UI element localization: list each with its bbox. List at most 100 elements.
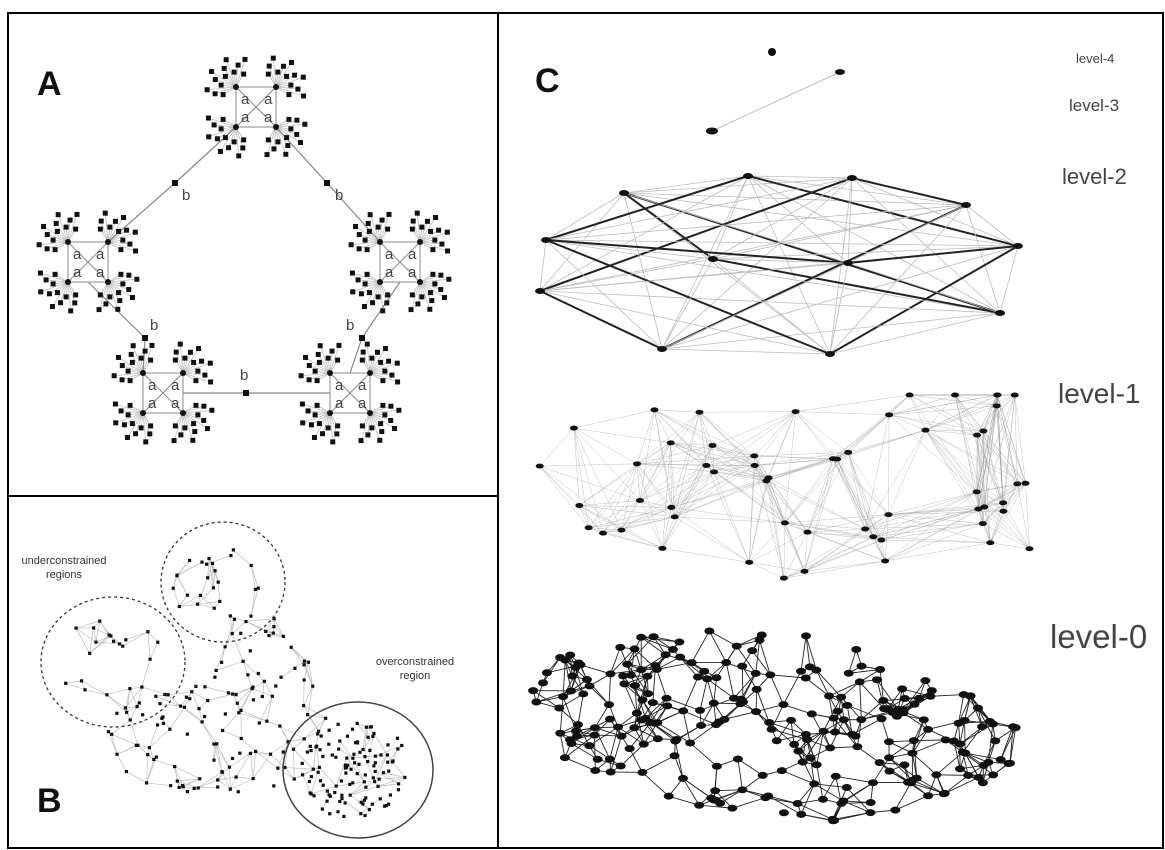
mesh-edge bbox=[161, 718, 171, 730]
leaf-edge bbox=[43, 226, 69, 243]
mesh-edge bbox=[341, 798, 362, 814]
mesh-edge bbox=[236, 776, 254, 779]
mesh-node bbox=[348, 782, 352, 786]
level-1-edge bbox=[637, 463, 707, 466]
mesh-node bbox=[336, 722, 340, 726]
mesh-edge bbox=[387, 745, 403, 763]
leaf-edge bbox=[369, 412, 381, 441]
leaf-node bbox=[382, 368, 388, 374]
leaf-edge bbox=[67, 214, 78, 243]
mesh-node bbox=[253, 587, 258, 591]
hub-label: a bbox=[385, 246, 394, 263]
level-2-node bbox=[619, 190, 629, 196]
level-1-edge bbox=[712, 411, 796, 446]
mesh-node bbox=[230, 756, 235, 761]
leaf-node bbox=[44, 246, 50, 252]
level-0-node bbox=[554, 704, 565, 712]
level-0-edge bbox=[912, 719, 925, 754]
mesh-node bbox=[336, 810, 340, 814]
mesh-edge bbox=[207, 693, 233, 701]
panel-b: underconstrained regions overconstrained… bbox=[21, 521, 454, 839]
leaf-edge bbox=[235, 59, 246, 88]
leaf-edge bbox=[107, 241, 130, 245]
leaf-node bbox=[133, 431, 139, 437]
leaf-edge bbox=[419, 229, 439, 243]
level-1-edge bbox=[990, 483, 1026, 543]
leaf-node bbox=[204, 426, 210, 432]
level-0-node bbox=[704, 627, 715, 635]
leaf-edge bbox=[211, 71, 237, 88]
level-0-node bbox=[670, 737, 681, 745]
hub-node bbox=[417, 239, 423, 245]
level-1-edge bbox=[713, 455, 755, 473]
level-2-edge bbox=[661, 312, 1001, 350]
leaf-node bbox=[424, 218, 430, 224]
level-1-edge bbox=[955, 394, 997, 407]
level-2-node bbox=[847, 175, 857, 181]
mesh-node bbox=[386, 743, 390, 747]
level-0-node bbox=[663, 792, 674, 800]
level-1-edge bbox=[766, 480, 808, 533]
leaf-node bbox=[74, 211, 80, 217]
mesh-node bbox=[373, 769, 377, 774]
level-1-edge bbox=[836, 394, 910, 460]
level-1-edge bbox=[674, 465, 755, 518]
level-0-edge bbox=[641, 636, 680, 643]
level-4-node bbox=[768, 48, 776, 56]
level-1-edge bbox=[889, 414, 984, 432]
mesh-node bbox=[364, 796, 368, 800]
level-1-edge bbox=[996, 394, 1015, 407]
hub-edge bbox=[379, 241, 421, 283]
hub-node bbox=[273, 84, 279, 90]
leaf-node bbox=[68, 308, 74, 314]
leaf-edge bbox=[275, 76, 304, 88]
leaf-node bbox=[63, 294, 69, 300]
level-0-edge bbox=[645, 697, 667, 719]
level-1-edge bbox=[909, 394, 978, 436]
level-1-edge bbox=[982, 523, 1030, 549]
leaf-node bbox=[384, 300, 390, 306]
leaf-node bbox=[415, 301, 421, 307]
level-1-edge bbox=[706, 411, 796, 466]
level-2-edge bbox=[712, 258, 1001, 314]
leaf-node bbox=[298, 373, 304, 379]
mesh-node bbox=[300, 761, 304, 766]
level-1-edge bbox=[807, 459, 838, 533]
level-1-edge bbox=[807, 531, 886, 562]
level-1-edge bbox=[654, 409, 671, 443]
level-2-edge bbox=[545, 239, 663, 350]
level-0-edge bbox=[755, 689, 758, 712]
leaf-edge bbox=[352, 272, 381, 283]
level-0-edge bbox=[846, 787, 871, 813]
leaf-node bbox=[364, 341, 370, 347]
mesh-edge bbox=[191, 691, 208, 701]
leaf-node bbox=[428, 290, 434, 296]
level-1-edge bbox=[976, 435, 979, 509]
leaf-node bbox=[107, 224, 113, 230]
mesh-edge bbox=[224, 633, 233, 647]
mesh-edge bbox=[287, 738, 305, 743]
level-0-node bbox=[555, 729, 566, 737]
level-1-edge bbox=[639, 471, 715, 501]
level-0-edge bbox=[770, 674, 806, 679]
leaf-node bbox=[396, 407, 402, 413]
mesh-node bbox=[351, 756, 355, 760]
mesh-node bbox=[309, 775, 313, 779]
level-1-edge bbox=[888, 430, 926, 515]
leaf-node bbox=[286, 92, 292, 98]
level-1-edge bbox=[954, 394, 1018, 484]
level-2-edge bbox=[545, 239, 1019, 247]
mesh-node bbox=[228, 787, 232, 791]
level-1-edge bbox=[713, 471, 750, 563]
level-1-node bbox=[951, 392, 960, 398]
mesh-node bbox=[124, 769, 129, 774]
hub-label: a bbox=[358, 377, 367, 394]
level-1-edge bbox=[670, 442, 672, 508]
leaf-node bbox=[236, 153, 242, 159]
mesh-node bbox=[188, 697, 192, 701]
leaf-edge bbox=[369, 405, 392, 414]
level-1-edge bbox=[639, 500, 672, 508]
mesh-edge bbox=[106, 688, 130, 696]
leaf-node bbox=[53, 220, 59, 226]
mesh-node bbox=[117, 642, 122, 646]
